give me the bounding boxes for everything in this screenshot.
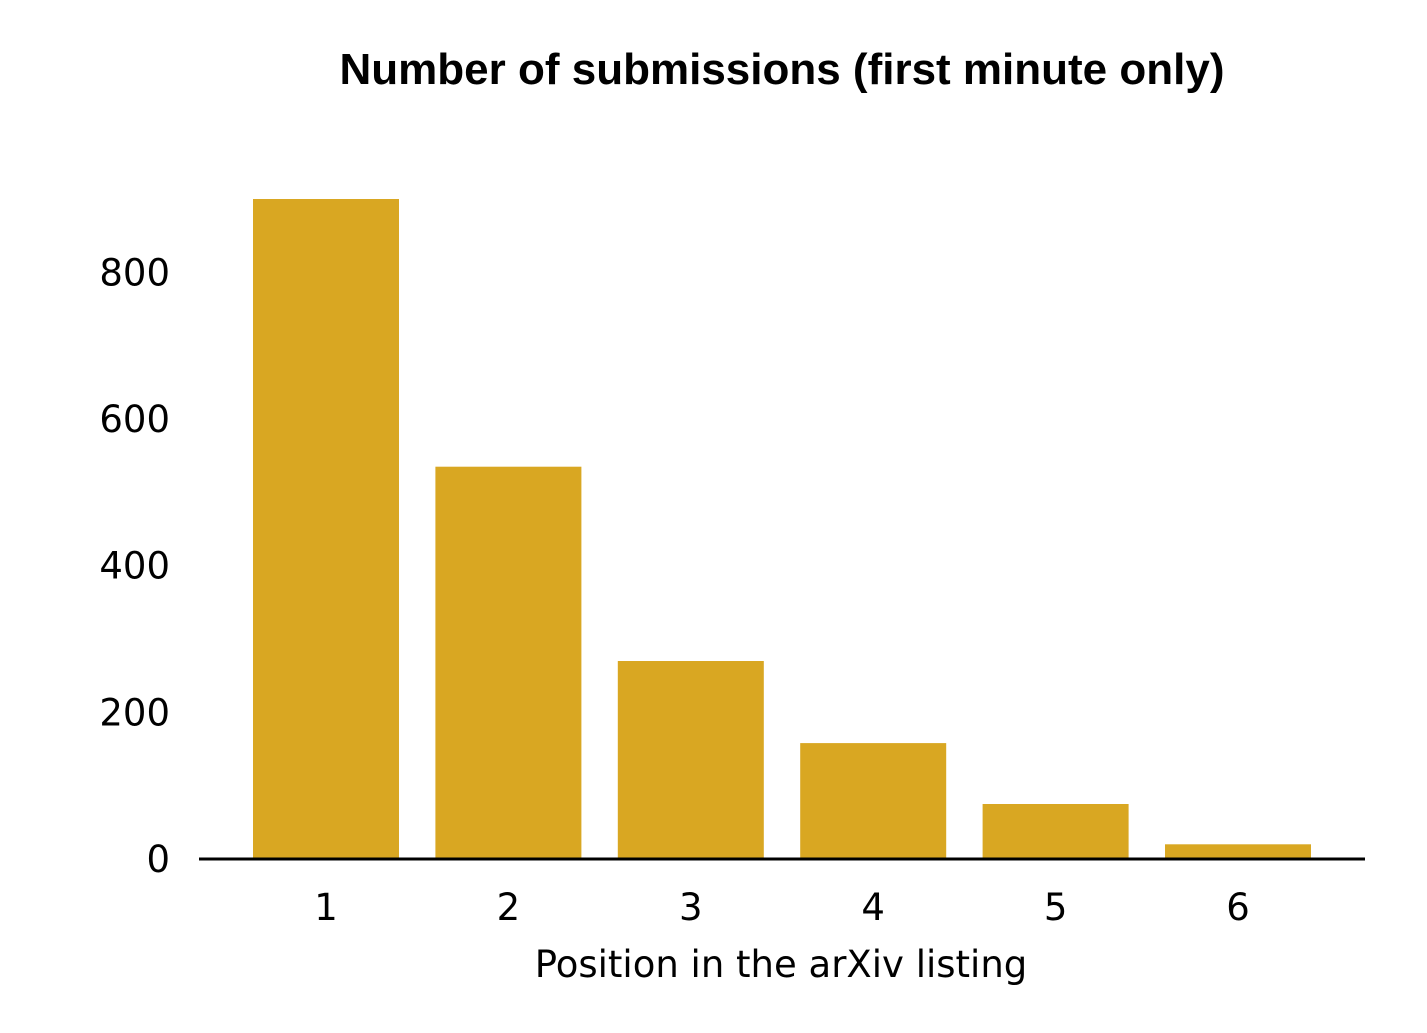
x-tick-label: 5 — [1044, 886, 1068, 929]
bar-1 — [253, 199, 399, 859]
bar-2 — [435, 466, 582, 859]
x-tick-labels: 1 2 3 4 5 6 — [314, 886, 1250, 929]
bar-5 — [982, 804, 1129, 859]
bar-3 — [617, 661, 764, 859]
y-tick-label: 600 — [99, 398, 170, 441]
chart-title: Number of submissions (first minute only… — [340, 45, 1225, 94]
y-tick-label: 400 — [99, 545, 170, 588]
y-tick-label: 800 — [99, 251, 170, 294]
bar-4 — [800, 743, 947, 859]
x-axis-label: Position in the arXiv listing — [535, 943, 1028, 986]
x-tick-label: 1 — [314, 886, 338, 929]
y-tick-label: 0 — [146, 838, 170, 881]
bars-group — [253, 199, 1311, 859]
bar-6 — [1165, 844, 1311, 859]
x-tick-label: 3 — [679, 886, 703, 929]
x-tick-label: 6 — [1226, 886, 1250, 929]
x-tick-label: 2 — [497, 886, 521, 929]
y-tick-labels: 0 200 400 600 800 — [99, 251, 170, 881]
y-tick-label: 200 — [99, 691, 170, 734]
x-tick-label: 4 — [861, 886, 885, 929]
